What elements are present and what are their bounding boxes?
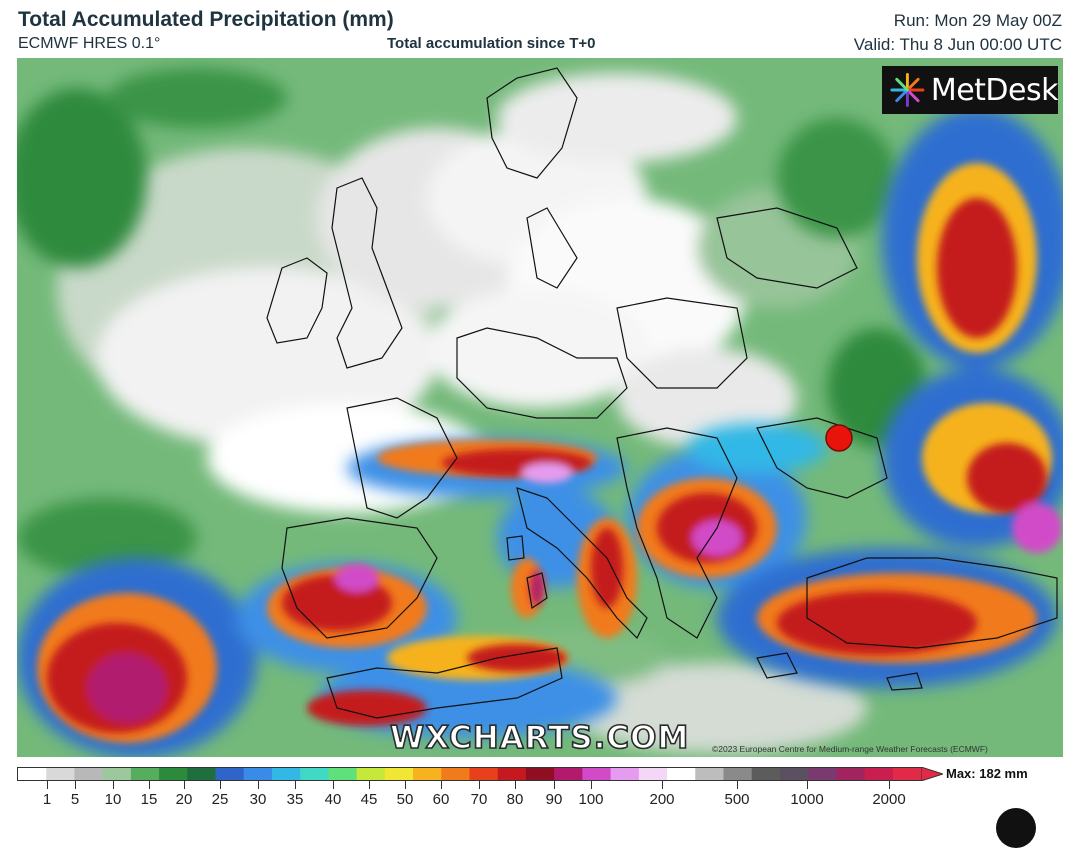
copyright-notice: ©2023 European Centre for Medium-range W… <box>712 744 988 754</box>
color-scale-tick-label: 35 <box>286 791 304 808</box>
color-scale-swatch <box>892 768 921 780</box>
color-scale-tick-label: 90 <box>545 791 563 808</box>
color-scale-swatch <box>497 768 527 780</box>
color-scale-swatch <box>554 768 583 780</box>
color-scale-tick <box>807 781 808 789</box>
color-scale-swatch <box>413 768 442 780</box>
color-scale-tick-label: 100 <box>578 791 604 808</box>
color-scale-ticks: 1 5 10 15 20 25 30 35 40 45 50 60 70 80 90 100 200 500 100… <box>17 781 922 809</box>
color-scale-tick-label: 45 <box>360 791 378 808</box>
metdesk-burst-icon <box>890 73 925 107</box>
model-name: ECMWF HRES 0.1° <box>18 35 161 52</box>
color-scale-tick-label: 1000 <box>790 791 824 808</box>
color-scale-swatch <box>159 768 188 780</box>
color-scale-tick-label: 30 <box>249 791 267 808</box>
color-scale-tick-label: 15 <box>140 791 158 808</box>
color-scale-bar <box>17 767 922 781</box>
color-scale-swatch <box>300 768 330 780</box>
color-scale-tick <box>554 781 555 789</box>
color-scale-tick-label: 60 <box>432 791 450 808</box>
color-scale-gradient <box>18 768 921 780</box>
color-scale-swatch <box>384 768 414 780</box>
corner-control[interactable] <box>996 808 1036 848</box>
chart-title: Total Accumulated Precipitation (mm) <box>18 8 394 31</box>
color-scale-swatch <box>610 768 640 780</box>
color-scale-tick-label: 2000 <box>872 791 906 808</box>
moderate-rain-layer <box>17 68 927 578</box>
color-scale-tick <box>479 781 480 789</box>
color-scale-swatch <box>525 768 555 780</box>
max-value-label: Max: 182 mm <box>946 766 1028 781</box>
color-scale-swatch <box>271 768 301 780</box>
color-scale-tick <box>220 781 221 789</box>
color-scale-tick <box>405 781 406 789</box>
color-scale-tick-label: 500 <box>724 791 750 808</box>
color-scale-tick <box>737 781 738 789</box>
precipitation-map[interactable] <box>17 58 1063 757</box>
color-scale-swatch <box>328 768 358 780</box>
dry-zone-layer <box>57 73 867 753</box>
color-scale-tick-label: 80 <box>506 791 524 808</box>
logo-text: MetDesk <box>930 72 1059 108</box>
color-scale-swatch <box>582 768 612 780</box>
color-scale-swatch <box>695 768 725 780</box>
color-scale-tick <box>258 781 259 789</box>
color-scale-tick <box>515 781 516 789</box>
metdesk-logo: MetDesk <box>882 66 1059 114</box>
color-scale-swatch <box>723 768 753 780</box>
color-scale-swatch <box>469 768 499 780</box>
color-scale-swatch <box>102 768 132 780</box>
color-scale-tick-label: 20 <box>175 791 193 808</box>
color-scale-swatch <box>751 768 781 780</box>
color-scale-swatch <box>779 768 809 780</box>
color-scale-swatch <box>215 768 245 780</box>
color-scale-tick-label: 40 <box>324 791 342 808</box>
color-scale-tick-label: 1 <box>42 791 52 808</box>
color-scale-swatch <box>441 768 471 780</box>
color-scale-swatch <box>187 768 217 780</box>
color-scale-swatch <box>638 768 668 780</box>
color-scale-tick-label: 200 <box>649 791 675 808</box>
color-scale-tick <box>333 781 334 789</box>
color-scale-swatch <box>808 768 837 780</box>
valid-time: Valid: Thu 8 Jun 00:00 UTC <box>853 35 1062 54</box>
color-scale-swatch <box>46 768 76 780</box>
extreme-rain-layer <box>47 198 1062 733</box>
color-scale-swatch <box>243 768 273 780</box>
color-scale-swatch <box>74 768 104 780</box>
color-scale-swatch <box>667 768 696 780</box>
color-scale-tick <box>47 781 48 789</box>
run-time: Run: Mon 29 May 00Z <box>893 11 1062 30</box>
color-scale-max-arrow <box>921 767 943 781</box>
color-scale-tick-label: 25 <box>211 791 229 808</box>
color-scale-tick <box>369 781 370 789</box>
color-scale-tick-label: 5 <box>70 791 80 808</box>
color-scale-tick <box>441 781 442 789</box>
color-scale-tick <box>184 781 185 789</box>
color-scale-tick <box>113 781 114 789</box>
location-dot-icon <box>825 424 853 452</box>
watermark: WXCHARTS.COM <box>389 719 690 757</box>
color-scale-swatch <box>18 768 47 780</box>
chart-subtitle: Total accumulation since T+0 <box>387 35 596 52</box>
color-scale-tick <box>889 781 890 789</box>
color-scale-swatch <box>836 768 866 780</box>
coastlines <box>266 67 1058 719</box>
color-scale-swatch <box>356 768 386 780</box>
color-scale-swatch <box>864 768 894 780</box>
color-scale-tick-label: 10 <box>104 791 122 808</box>
map-canvas <box>17 58 1063 757</box>
color-scale-swatch <box>130 768 160 780</box>
color-scale-tick-label: 50 <box>396 791 414 808</box>
color-scale-tick <box>591 781 592 789</box>
color-scale-tick <box>149 781 150 789</box>
color-scale-tick <box>75 781 76 789</box>
color-scale-tick-label: 70 <box>470 791 488 808</box>
color-scale-tick <box>662 781 663 789</box>
color-scale-tick <box>295 781 296 789</box>
